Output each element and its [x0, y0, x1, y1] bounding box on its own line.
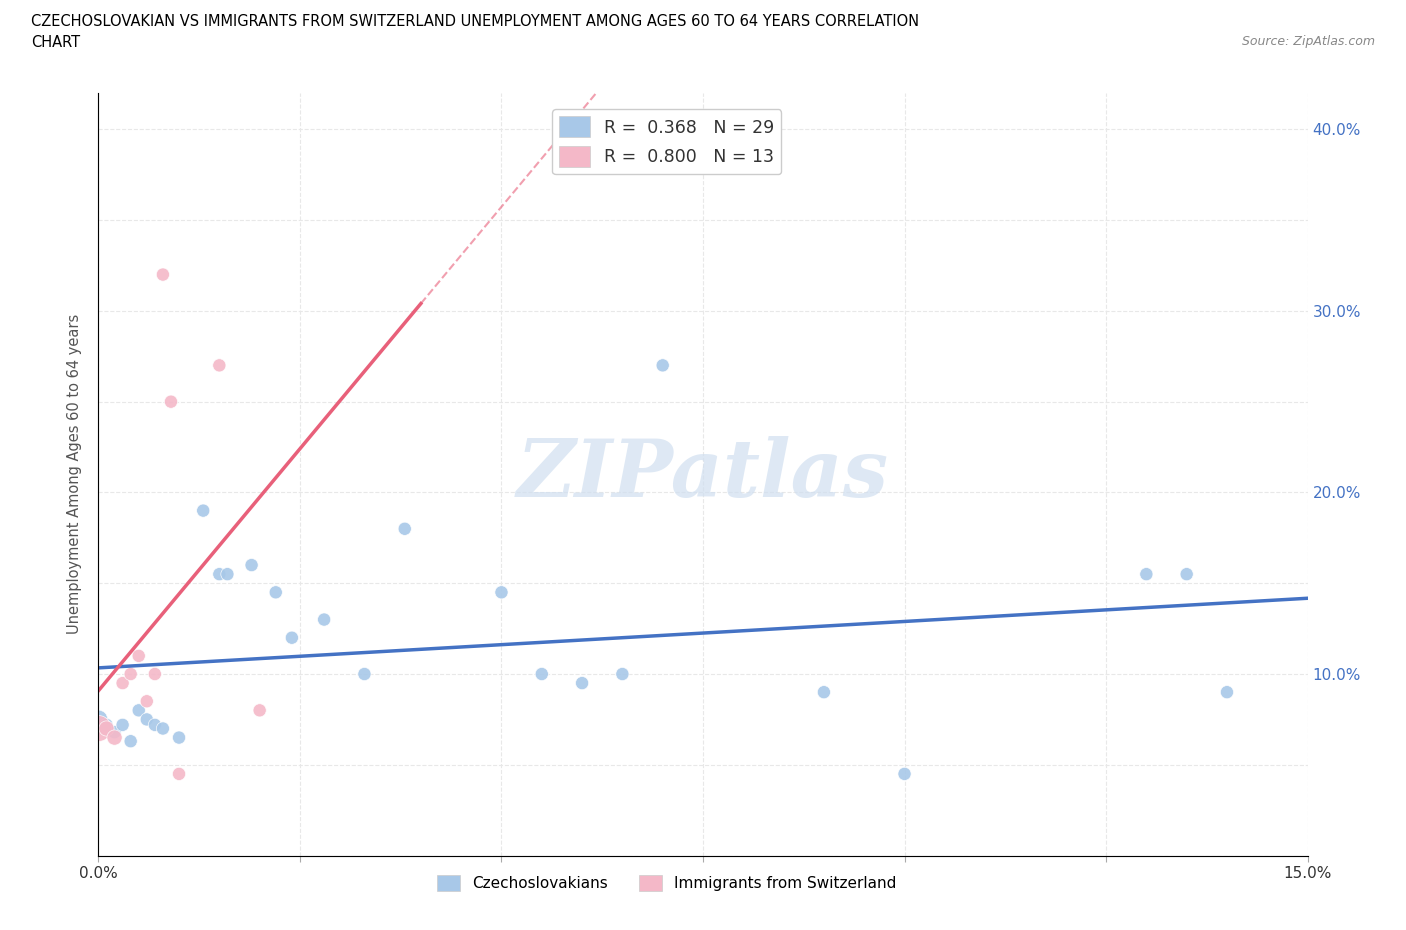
Point — [143, 717, 166, 732]
Point — [167, 766, 190, 781]
Point — [135, 712, 157, 727]
Point — [193, 503, 215, 518]
Point — [281, 631, 304, 645]
Text: CZECHOSLOVAKIAN VS IMMIGRANTS FROM SWITZERLAND UNEMPLOYMENT AMONG AGES 60 TO 64 : CZECHOSLOVAKIAN VS IMMIGRANTS FROM SWITZ… — [31, 14, 920, 29]
Text: CHART: CHART — [31, 35, 80, 50]
Point — [111, 717, 134, 732]
Point — [1216, 684, 1239, 699]
Point — [612, 667, 634, 682]
Point — [353, 667, 375, 682]
Point — [571, 676, 593, 691]
Legend: Czechoslovakians, Immigrants from Switzerland: Czechoslovakians, Immigrants from Switze… — [432, 870, 903, 897]
Point — [152, 721, 174, 736]
Point — [208, 358, 231, 373]
Point — [103, 730, 125, 745]
Point — [208, 566, 231, 581]
Point — [87, 712, 110, 727]
Point — [96, 717, 118, 732]
Point — [152, 267, 174, 282]
Point — [394, 522, 416, 537]
Point — [1175, 566, 1198, 581]
Point — [120, 734, 142, 749]
Point — [893, 766, 915, 781]
Text: ZIPatlas: ZIPatlas — [517, 435, 889, 513]
Point — [264, 585, 287, 600]
Point — [1135, 566, 1157, 581]
Point — [530, 667, 553, 682]
Point — [160, 394, 183, 409]
Point — [314, 612, 336, 627]
Point — [87, 721, 110, 736]
Point — [128, 648, 150, 663]
Point — [651, 358, 673, 373]
Point — [167, 730, 190, 745]
Point — [491, 585, 513, 600]
Point — [135, 694, 157, 709]
Point — [249, 703, 271, 718]
Point — [128, 703, 150, 718]
Point — [96, 721, 118, 736]
Point — [217, 566, 239, 581]
Text: Source: ZipAtlas.com: Source: ZipAtlas.com — [1241, 35, 1375, 48]
Point — [240, 558, 263, 573]
Point — [813, 684, 835, 699]
Point — [103, 724, 125, 739]
Point — [120, 667, 142, 682]
Y-axis label: Unemployment Among Ages 60 to 64 years: Unemployment Among Ages 60 to 64 years — [67, 314, 83, 634]
Point — [143, 667, 166, 682]
Point — [111, 676, 134, 691]
